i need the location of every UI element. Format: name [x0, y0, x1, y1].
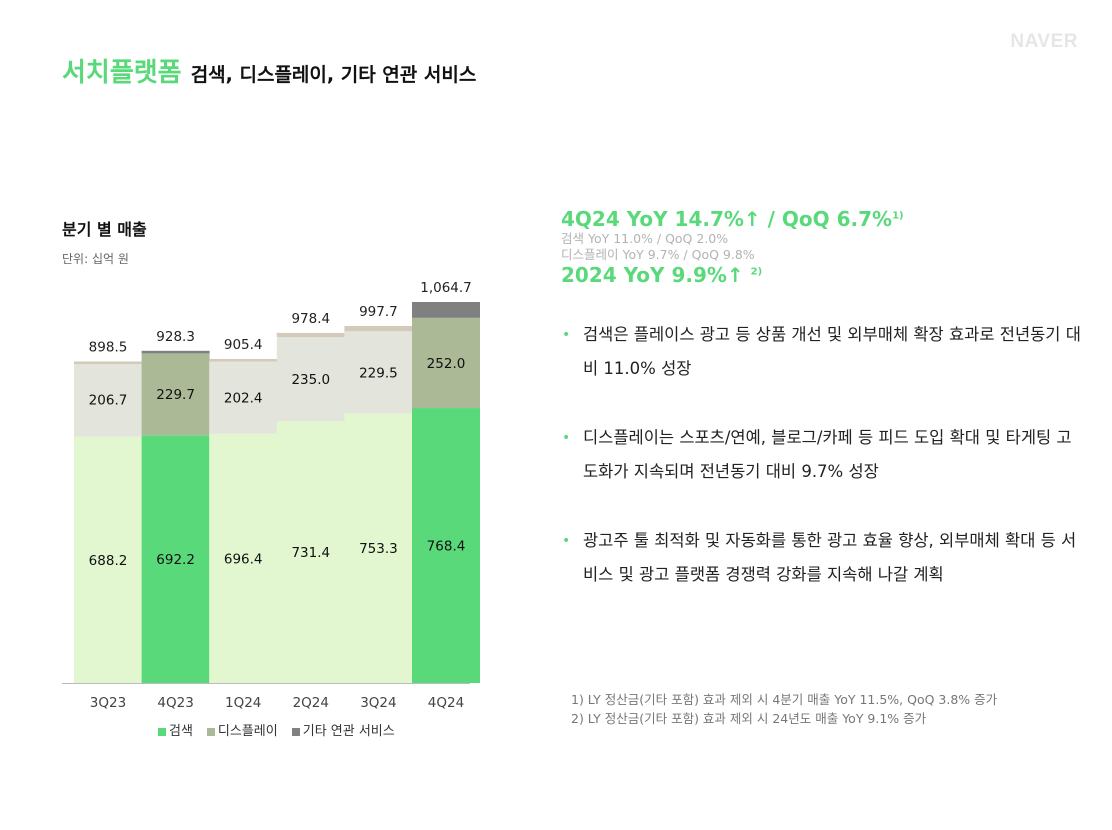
x-tick-label: 2Q24: [293, 695, 329, 711]
bar-segment-other: [276, 332, 345, 338]
data-label: 229.5: [359, 365, 398, 381]
kpi-annual: 2024 YoY 9.9%↑ 2): [561, 263, 904, 287]
legend-swatch: [206, 727, 215, 736]
data-label: 731.4: [291, 545, 330, 561]
data-label: 753.3: [359, 541, 398, 557]
bullet-item: • 검색은 플레이스 광고 등 상품 개선 및 외부매체 확장 효과로 전년동기 …: [562, 318, 1082, 386]
legend-item-search: 검색: [158, 720, 193, 739]
bullet-list: • 검색은 플레이스 광고 등 상품 개선 및 외부매체 확장 효과로 전년동기 …: [562, 318, 1082, 627]
total-label: 997.7: [359, 304, 398, 320]
x-tick-label: 3Q23: [90, 695, 126, 711]
legend-label: 디스플레이: [217, 724, 278, 739]
bar-segment-search: [276, 421, 345, 683]
title-main: 서치플랫폼: [62, 58, 182, 88]
chart-title: 분기 별 매출: [62, 220, 147, 239]
total-label: 928.3: [156, 329, 195, 345]
title-sub: 검색, 디스플레이, 기타 연관 서비스: [190, 64, 477, 86]
footnote-ref: 1): [892, 210, 904, 222]
stacked-bar-chart: 688.2 206.7 898.5 3Q23 692.2 229.7 928.3 4Q23 69…: [62, 280, 480, 711]
data-label: 768.4: [427, 539, 466, 555]
bullet-item: • 광고주 툴 최적화 및 자동화를 통한 광고 효율 향상, 외부매체 확대 등…: [562, 524, 1082, 592]
bar-segment-search: [74, 436, 142, 683]
bar-segment-search: [209, 433, 278, 683]
data-label: 252.0: [427, 356, 466, 372]
data-label: 229.7: [156, 387, 195, 403]
bullet-icon: •: [562, 327, 571, 343]
x-tick-label: 3Q24: [360, 695, 396, 711]
bar-segment-other: [74, 361, 142, 364]
bar-segment-search: [412, 408, 480, 683]
data-label: 235.0: [291, 372, 330, 388]
page-title: 서치플랫폼 검색, 디스플레이, 기타 연관 서비스: [62, 52, 476, 89]
bar-segment-other: [141, 350, 210, 354]
kpi-summary: 4Q24 YoY 14.7%↑ / QoQ 6.7%1) 검색 YoY 11.0…: [561, 207, 904, 287]
kpi-headline: 4Q24 YoY 14.7%↑ / QoQ 6.7%1): [561, 207, 904, 231]
chart-legend: 검색 디스플레이 기타 연관 서비스: [158, 720, 395, 739]
data-label: 696.4: [224, 551, 263, 567]
bar-segment-display: [141, 353, 210, 436]
bar-segment-other: [209, 359, 278, 362]
bullet-item: • 디스플레이는 스포츠/연예, 블로그/카페 등 피드 도입 확대 및 타게팅 …: [562, 421, 1082, 489]
kpi-display: 디스플레이 YoY 9.7% / QoQ 9.8%: [561, 247, 755, 262]
kpi-headline-text: 4Q24 YoY 14.7%↑ / QoQ 6.7%: [561, 207, 893, 231]
bullet-icon: •: [562, 533, 571, 549]
total-label: 1,064.7: [420, 280, 472, 296]
bullet-text: 광고주 툴 최적화 및 자동화를 통한 광고 효율 향상, 외부매체 확대 등 …: [583, 531, 1077, 584]
legend-label: 검색: [169, 724, 193, 739]
legend-swatch: [291, 727, 300, 736]
x-tick-label: 4Q24: [428, 695, 464, 711]
data-label: 206.7: [89, 393, 128, 409]
bar-segment-other: [412, 302, 480, 318]
legend-swatch: [158, 727, 166, 736]
bar-segment-other: [344, 325, 413, 332]
x-tick-label: 1Q24: [225, 695, 261, 711]
total-label: 898.5: [89, 339, 128, 355]
x-tick-label: 4Q23: [157, 695, 193, 711]
footnotes: 1) LY 정산금(기타 포함) 효과 제외 시 4분기 매출 YoY 11.5…: [571, 690, 997, 728]
bullet-icon: •: [562, 430, 571, 446]
data-label: 688.2: [89, 553, 128, 569]
bullet-text: 검색은 플레이스 광고 등 상품 개선 및 외부매체 확장 효과로 전년동기 대…: [583, 325, 1081, 378]
footnote-1: 1) LY 정산금(기타 포함) 효과 제외 시 4분기 매출 YoY 11.5…: [571, 692, 998, 707]
footnote-ref: 2): [750, 266, 763, 278]
data-label: 202.4: [224, 391, 263, 407]
bar-segment-display: [276, 337, 345, 422]
naver-logo: NAVER: [1010, 31, 1078, 52]
legend-item-display: 디스플레이: [206, 720, 278, 739]
bar-segment-display: [209, 361, 278, 434]
legend-label: 기타 연관 서비스: [302, 724, 395, 739]
footnote-2: 2) LY 정산금(기타 포함) 효과 제외 시 24년도 매출 YoY 9.1…: [571, 711, 927, 726]
bar-segment-display: [344, 331, 413, 414]
bar-segment-search: [344, 413, 413, 683]
total-label: 905.4: [224, 337, 263, 353]
bullet-text: 디스플레이는 스포츠/연예, 블로그/카페 등 피드 도입 확대 및 타게팅 고…: [583, 428, 1072, 481]
legend-item-other: 기타 연관 서비스: [291, 720, 395, 739]
total-label: 978.4: [291, 311, 330, 327]
bar-segment-search: [141, 435, 210, 683]
kpi-search: 검색 YoY 11.0% / QoQ 2.0%: [561, 231, 729, 246]
data-label: 692.2: [156, 552, 195, 568]
kpi-annual-text: 2024 YoY 9.9%↑: [561, 263, 744, 287]
chart-unit: 단위: 십억 원: [62, 252, 129, 266]
bar-segment-display: [74, 362, 142, 437]
bar-segment-display: [412, 317, 480, 409]
